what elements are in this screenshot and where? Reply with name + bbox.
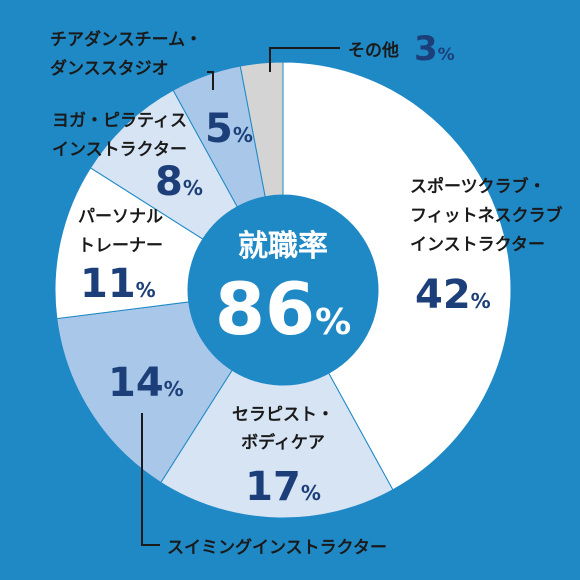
leader-other — [269, 47, 340, 72]
slice-labels: スポーツクラブ・フィットネスクラブインストラクター42%セラピスト・ボディケア1… — [50, 29, 563, 558]
center-hole — [188, 195, 378, 385]
center-unit: % — [315, 302, 351, 343]
slice-label-4-line-1: インストラクター — [52, 140, 187, 160]
slice-value-0: 42% — [415, 272, 491, 318]
slice-label-0-line-2: インストラクター — [410, 235, 545, 255]
slice-value-3: 11% — [80, 261, 156, 307]
slice-value-5: 5% — [205, 106, 253, 152]
slice-label-0-line-0: スポーツクラブ・ — [410, 176, 546, 197]
slice-label-1-line-0: セラピスト・ — [232, 405, 334, 425]
center-rate: 86% — [215, 267, 351, 351]
slice-value-1: 17% — [245, 464, 321, 510]
center-title: 就職率 — [238, 229, 328, 264]
slice-label-2-line-0: スイミングインストラクター — [167, 537, 387, 558]
leader-dance — [207, 71, 214, 90]
leader-swimming — [141, 413, 160, 546]
slices-group — [54, 61, 512, 519]
slice-value-2: 14% — [108, 360, 184, 406]
slice-label-0-line-1: フィットネスクラブ — [410, 205, 563, 226]
slice-label-3-line-1: トレーナー — [78, 236, 163, 256]
slice-label-5-line-1: ダンススタジオ — [50, 58, 169, 79]
slice-label-1-line-1: ボディケア — [241, 432, 325, 453]
leader-lines — [141, 47, 340, 546]
slice-value-6: 3% — [414, 29, 455, 69]
slice-label-6-line-0: その他 — [348, 40, 399, 61]
center-value: 86 — [215, 267, 315, 351]
slice-value-4: 8% — [155, 159, 203, 205]
slice-label-3-line-0: パーソナル — [78, 207, 163, 227]
slice-label-5-line-0: チアダンスチーム・ — [50, 29, 202, 50]
slice-label-4-line-0: ヨガ・ピラティス — [52, 111, 187, 131]
